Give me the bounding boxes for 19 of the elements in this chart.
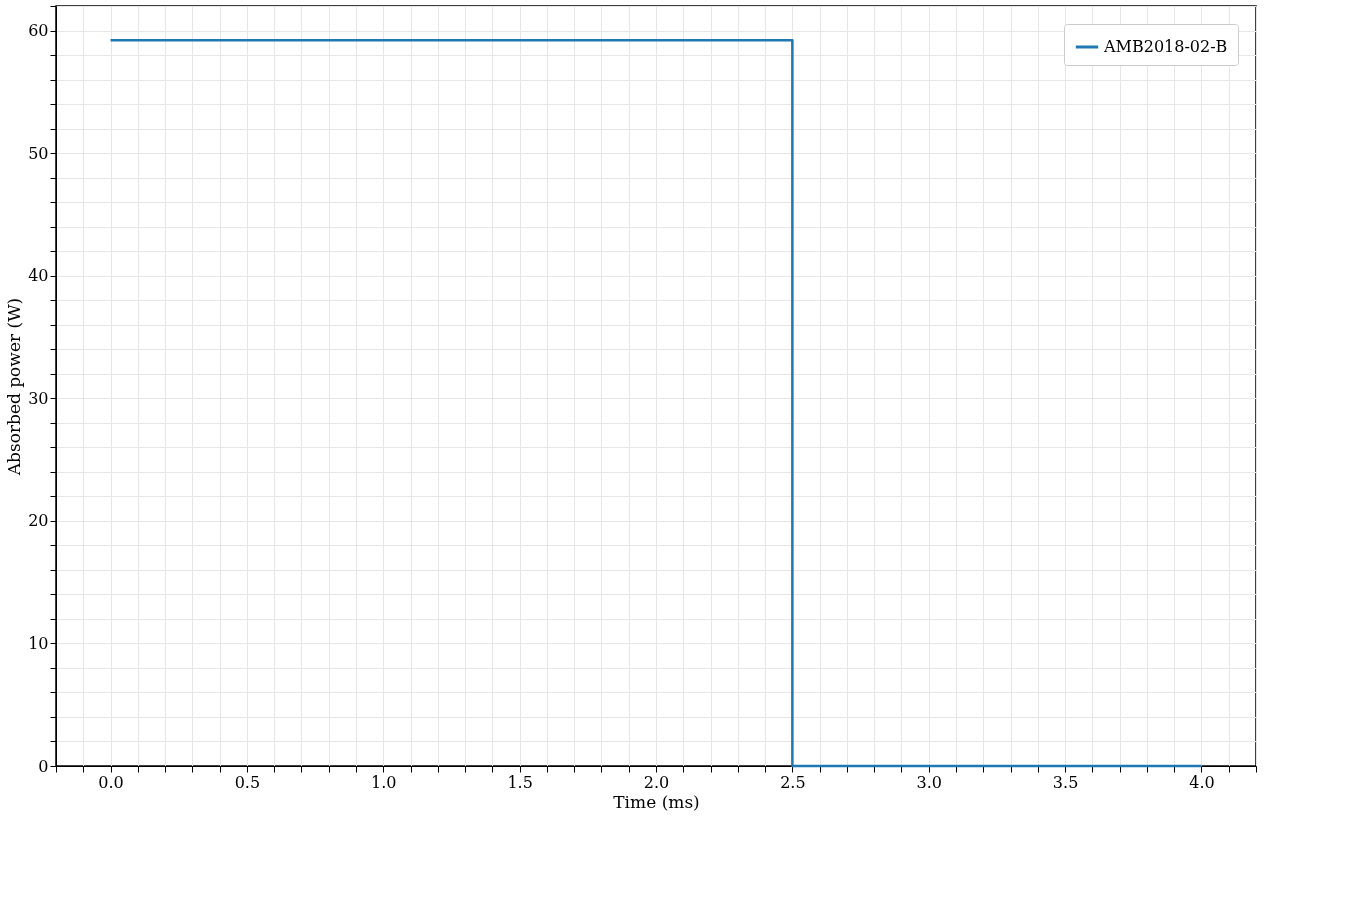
x-tick-label: 1.0 [371,772,397,792]
y-tick-label: 10 [28,633,49,653]
y-tick-label: 20 [28,511,49,531]
x-tick-label: 4.0 [1189,772,1215,792]
legend-label: AMB2018-02-B [1103,37,1228,56]
y-tick-label: 0 [38,756,49,776]
x-tick-label: 0.5 [234,772,261,792]
x-tick-label: 0.0 [98,772,124,792]
y-axis-title: Absorbed power (W) [4,297,25,477]
x-tick-label: 1.5 [507,772,533,792]
y-tick-label: 40 [28,266,49,286]
x-tick-label: 3.5 [1052,772,1079,792]
x-tick-label: 3.0 [916,772,942,792]
x-tick-label: 2.5 [780,772,806,792]
y-tick-label: 30 [28,388,49,408]
x-axis-title: Time (ms) [613,791,700,812]
y-tick-label: 50 [28,143,49,163]
y-tick-label: 60 [28,21,49,41]
x-tick-label: 2.0 [643,772,670,792]
